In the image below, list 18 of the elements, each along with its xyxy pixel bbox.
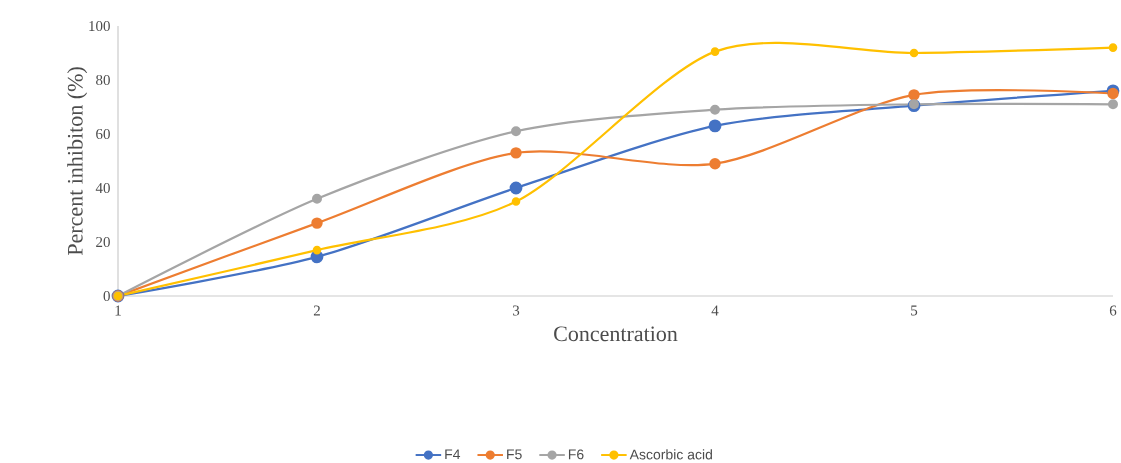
x-tick-label: 1: [115, 305, 121, 316]
legend-label: F5: [507, 449, 522, 460]
legend-label: Ascorbic acid: [629, 449, 712, 460]
y-tick-label: 100: [89, 20, 110, 32]
y-tick-label: 40: [95, 182, 110, 194]
y-tick-label: 60: [96, 128, 110, 140]
y-tick-label: 80: [96, 74, 110, 86]
x-tick-label: 2: [313, 305, 320, 316]
y-axis-title: Percent inhibiton (%): [67, 67, 88, 256]
legend-label: F6: [568, 449, 584, 460]
legend-label: F4: [445, 449, 461, 460]
x-tick-label: 3: [512, 305, 520, 316]
x-tick-label: 4: [711, 305, 719, 316]
x-tick-label: 6: [1109, 305, 1117, 316]
y-tick-label: 20: [96, 236, 110, 248]
y-tick-label: 0: [103, 290, 110, 302]
x-axis-title: Concentration: [554, 326, 678, 342]
x-tick-label: 5: [911, 305, 918, 316]
